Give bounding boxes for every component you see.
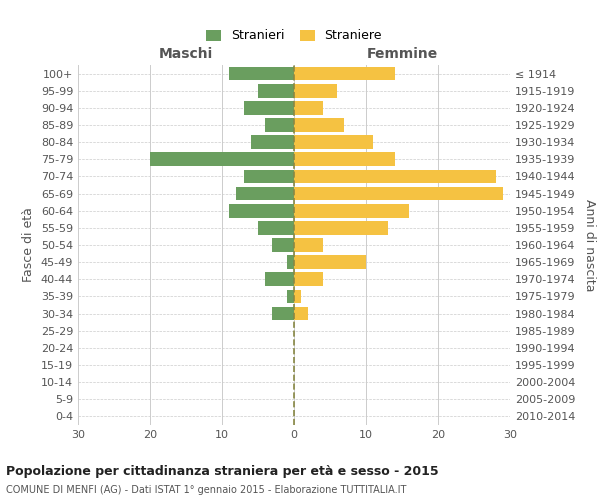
Bar (294, 204, 409, 218)
Bar (294, 66, 395, 80)
Bar (294, 101, 323, 114)
Bar (265, 118, 294, 132)
Bar (294, 290, 301, 304)
Bar (258, 84, 294, 98)
Legend: Stranieri, Straniere: Stranieri, Straniere (201, 24, 387, 48)
Y-axis label: Anni di nascita: Anni di nascita (583, 198, 596, 291)
Bar (294, 221, 388, 234)
Bar (294, 306, 308, 320)
Bar (244, 170, 294, 183)
Bar (236, 186, 294, 200)
Text: Popolazione per cittadinanza straniera per età e sesso - 2015: Popolazione per cittadinanza straniera p… (6, 465, 439, 478)
Text: Maschi: Maschi (159, 48, 213, 62)
Bar (244, 101, 294, 114)
Bar (265, 272, 294, 286)
Bar (294, 256, 366, 269)
Bar (294, 272, 323, 286)
Text: Femmine: Femmine (367, 48, 437, 62)
Bar (272, 306, 294, 320)
Bar (294, 152, 395, 166)
Bar (251, 136, 294, 149)
Bar (294, 118, 344, 132)
Y-axis label: Fasce di età: Fasce di età (22, 208, 35, 282)
Text: COMUNE DI MENFI (AG) - Dati ISTAT 1° gennaio 2015 - Elaborazione TUTTITALIA.IT: COMUNE DI MENFI (AG) - Dati ISTAT 1° gen… (6, 485, 406, 495)
Bar (294, 84, 337, 98)
Bar (287, 290, 294, 304)
Bar (258, 221, 294, 234)
Bar (294, 136, 373, 149)
Bar (150, 152, 294, 166)
Bar (294, 238, 323, 252)
Bar (287, 256, 294, 269)
Bar (272, 238, 294, 252)
Bar (294, 170, 496, 183)
Bar (229, 204, 294, 218)
Bar (229, 66, 294, 80)
Bar (294, 186, 503, 200)
